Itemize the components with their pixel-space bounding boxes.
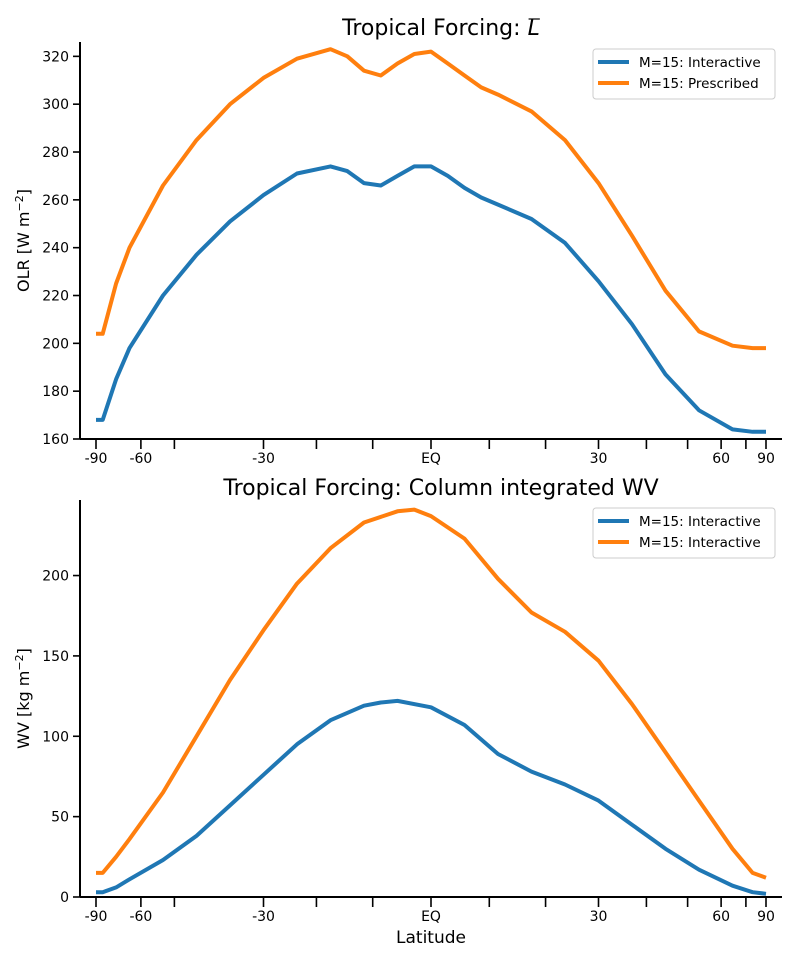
y-tick-label: 220 [42, 289, 69, 305]
y-tick-label: 50 [51, 810, 69, 826]
y-tick-label: 0 [60, 890, 69, 906]
y-tick-label: 180 [42, 384, 69, 400]
series-line-1 [96, 164, 766, 434]
x-tick-label: 60 [712, 909, 730, 925]
series-line-2 [96, 507, 767, 880]
x-tick-label: 30 [590, 451, 608, 467]
series-line-2 [96, 47, 766, 351]
legend-label-2: M=15: Interactive [639, 535, 761, 551]
y-tick-label: 300 [42, 97, 69, 113]
x-tick-label: 90 [757, 451, 775, 467]
y-tick-label: 150 [42, 649, 69, 665]
legend-box [592, 48, 776, 100]
chart-title: Tropical Forcing: Column integrated WV [222, 476, 658, 501]
legend: M=15: Interactive M=15: Prescribed [592, 48, 776, 100]
series-line-1 [96, 698, 767, 896]
chart-title: Tropical Forcing: L [341, 16, 540, 41]
chart-panel-2: 0 50 100 150 200 -90 -60 -30 EQ 30 60 90 Tropical Fo… [13, 476, 782, 948]
x-tick-label: -30 [252, 909, 275, 925]
x-tick-label: 30 [590, 909, 608, 925]
legend: M=15: Interactive M=15: Interactive [592, 507, 776, 559]
x-axis-label: Latitude [396, 928, 466, 948]
x-tick-label: -30 [252, 451, 275, 467]
y-tick-label: 200 [42, 336, 69, 352]
y-tick-label: 260 [42, 193, 69, 209]
y-tick-label: 100 [42, 729, 69, 745]
legend-label-1: M=15: Interactive [639, 55, 761, 71]
y-tick-label: 320 [42, 49, 69, 65]
x-tick-label: 90 [757, 909, 775, 925]
legend-label-1: M=15: Interactive [639, 514, 761, 530]
x-tick-label: -60 [129, 909, 152, 925]
x-tick-label: -60 [129, 451, 152, 467]
legend-label-2: M=15: Prescribed [639, 76, 759, 92]
y-tick-label: 240 [42, 241, 69, 257]
y-axis-label: WV [kg m−2] [13, 648, 33, 749]
x-tick-label: -90 [85, 451, 108, 467]
y-tick-label: 160 [42, 432, 69, 448]
legend-box [592, 507, 776, 559]
y-tick-label: 280 [42, 145, 69, 161]
chart-panel-1: 160 180 200 220 240 260 280 300 320 -90 -60 -30 EQ 30… [13, 16, 782, 467]
x-tick-label: 60 [712, 451, 730, 467]
y-axis-label: OLR [W m−2] [13, 189, 33, 292]
x-tick-label: EQ [421, 909, 441, 925]
x-tick-label: -90 [85, 909, 108, 925]
x-tick-label: EQ [421, 451, 441, 467]
y-tick-label: 200 [42, 569, 69, 585]
